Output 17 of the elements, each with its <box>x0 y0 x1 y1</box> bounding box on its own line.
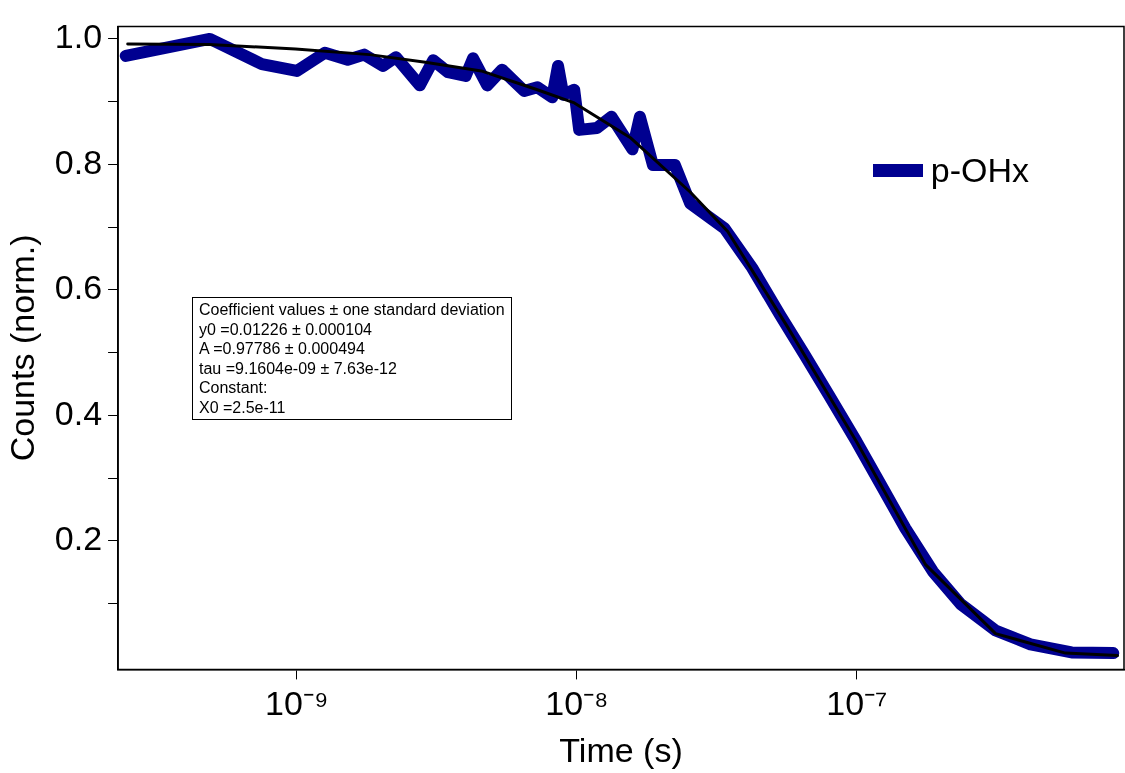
legend-label: p-OHx <box>930 151 1029 191</box>
annotation: tau =9.1604e-09 ± 7.63e-12 <box>199 358 398 378</box>
x-tick-label: 10⁻⁷ <box>826 684 888 723</box>
y-tick-label: 0.6 <box>54 268 103 307</box>
y-tick-label: 0.8 <box>54 142 103 181</box>
y-tick-label: 1.0 <box>54 17 103 56</box>
x-tick-label: 10⁻⁸ <box>545 684 609 723</box>
annotation: Coefficient values ± one standard deviation <box>199 300 505 320</box>
y-axis-title: Counts (norm.) <box>2 234 41 462</box>
x-axis-title: Time (s) <box>559 730 683 769</box>
annotation: Constant: <box>199 378 269 398</box>
annotation: y0 =0.01226 ± 0.000104 <box>199 319 373 339</box>
y-tick-label: 0.2 <box>54 519 103 558</box>
annotation: A =0.97786 ± 0.000494 <box>199 339 366 359</box>
annotation: X0 =2.5e-11 <box>199 397 287 417</box>
y-tick-label: 0.4 <box>54 393 103 432</box>
x-tick-label: 10⁻⁹ <box>265 684 329 723</box>
